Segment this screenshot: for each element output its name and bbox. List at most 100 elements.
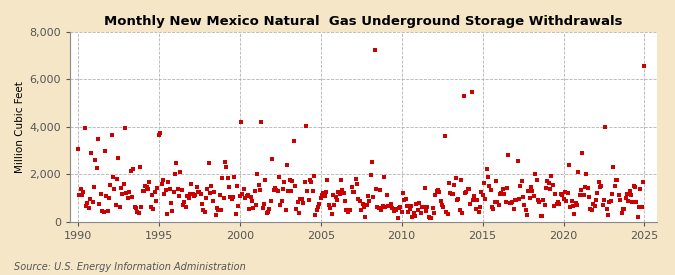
Point <box>638 179 649 184</box>
Point <box>615 197 626 202</box>
Point <box>340 198 350 203</box>
Point <box>300 124 311 128</box>
Point <box>534 200 545 205</box>
Point <box>569 211 580 216</box>
Point <box>383 204 394 208</box>
Point <box>182 194 192 199</box>
Point <box>391 208 402 212</box>
Point <box>635 187 646 191</box>
Point <box>245 195 256 199</box>
Point <box>101 194 111 198</box>
Point <box>524 196 535 200</box>
Point <box>227 195 238 199</box>
Point <box>132 210 142 214</box>
Point <box>593 180 604 184</box>
Point <box>431 188 442 193</box>
Point <box>549 204 560 209</box>
Point <box>605 199 616 203</box>
Point <box>106 133 117 137</box>
Point <box>215 208 226 212</box>
Point <box>589 204 600 208</box>
Point <box>223 185 234 189</box>
Point <box>191 185 202 189</box>
Point <box>302 189 313 194</box>
Point <box>496 190 507 195</box>
Point <box>550 191 561 196</box>
Point <box>362 194 373 199</box>
Point <box>121 191 132 196</box>
Point <box>169 172 180 176</box>
Point <box>518 194 529 199</box>
Point <box>480 197 491 201</box>
Point <box>240 196 250 200</box>
Point <box>153 133 164 137</box>
Point <box>416 205 427 210</box>
Point <box>335 178 346 182</box>
Point <box>124 190 134 194</box>
Point <box>527 189 538 193</box>
Point <box>248 206 259 210</box>
Point <box>403 210 414 214</box>
Point <box>437 202 448 207</box>
Point <box>422 205 433 209</box>
Point <box>275 203 286 208</box>
Point <box>284 178 295 182</box>
Point <box>402 204 412 208</box>
Point <box>461 190 472 195</box>
Point <box>411 202 422 207</box>
Point <box>489 199 500 204</box>
Point <box>188 194 199 198</box>
Point <box>591 197 601 202</box>
Point <box>322 178 333 183</box>
Point <box>198 208 209 212</box>
Point <box>122 196 133 200</box>
Point <box>551 202 562 207</box>
Point <box>74 193 84 197</box>
Point <box>584 195 595 199</box>
Point <box>114 205 125 210</box>
Y-axis label: Million Cubic Feet: Million Cubic Feet <box>15 81 25 173</box>
Point <box>195 192 206 197</box>
Point <box>325 206 335 211</box>
Point <box>87 200 98 205</box>
Point <box>557 193 568 198</box>
Point <box>483 174 493 179</box>
Point <box>477 193 488 197</box>
Point <box>319 194 330 199</box>
Point <box>326 211 337 216</box>
Point <box>291 207 302 211</box>
Point <box>448 192 458 196</box>
Point <box>83 206 94 210</box>
Point <box>229 175 240 179</box>
Point <box>375 188 385 192</box>
Point <box>187 192 198 196</box>
Point <box>542 179 553 183</box>
Point <box>620 196 631 200</box>
Point <box>499 191 510 196</box>
Point <box>369 48 380 52</box>
Point <box>306 180 317 184</box>
Point <box>619 207 630 211</box>
Point <box>502 186 512 190</box>
Point <box>632 214 643 219</box>
Point <box>168 189 179 194</box>
Point <box>529 194 539 198</box>
Point <box>493 203 504 207</box>
Point <box>307 189 318 193</box>
Point <box>430 192 441 197</box>
Point <box>520 208 531 213</box>
Point <box>352 182 362 186</box>
Point <box>346 185 357 189</box>
Point <box>211 206 222 211</box>
Point <box>151 199 161 204</box>
Point <box>286 189 296 193</box>
Point <box>435 199 446 203</box>
Point <box>622 192 632 196</box>
Point <box>368 195 379 199</box>
Point <box>631 200 642 205</box>
Point <box>488 207 499 211</box>
Point <box>412 207 423 212</box>
Point <box>90 157 101 162</box>
Point <box>503 152 514 157</box>
Point <box>118 182 129 186</box>
